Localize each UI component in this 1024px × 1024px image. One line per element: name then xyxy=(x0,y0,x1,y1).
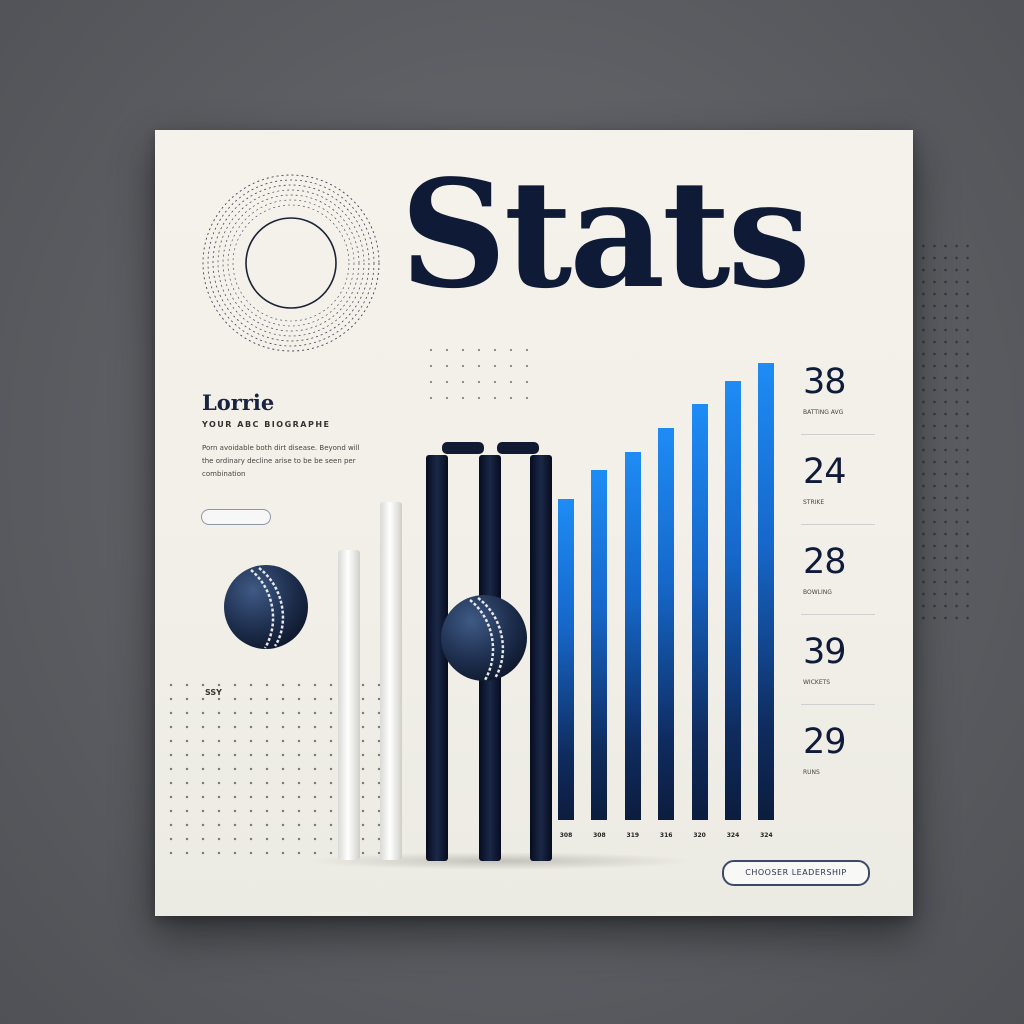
white-stump-left xyxy=(338,550,360,860)
side-title: Lorrie xyxy=(202,390,275,415)
bar-3 xyxy=(624,451,641,820)
side-pill-button[interactable] xyxy=(201,509,271,525)
stat-caption: RUNS xyxy=(803,769,820,776)
bar-7 xyxy=(758,362,775,820)
bar-tick-label: 308 xyxy=(593,832,606,839)
stat-caption: BOWLING xyxy=(803,589,832,596)
cta-button[interactable]: CHOOSER LEADERSHIP xyxy=(722,860,870,886)
stat-divider xyxy=(801,524,875,525)
bar-4 xyxy=(658,428,675,820)
ground-shadow xyxy=(305,852,695,870)
white-stump-right xyxy=(380,502,402,860)
ring-emblem xyxy=(200,172,382,354)
bar-2 xyxy=(591,469,608,820)
background-dot-column xyxy=(918,240,972,620)
bar-tick-label: 324 xyxy=(726,832,740,839)
cricket-illustration xyxy=(224,442,552,861)
dot-grid-label: SSY xyxy=(205,688,222,697)
stat-caption: WICKETS xyxy=(803,679,831,686)
bar-6 xyxy=(725,380,741,820)
white-stumps xyxy=(338,502,402,860)
bar-tick-label: 308 xyxy=(559,832,573,839)
stat-caption: BATTING AVG xyxy=(803,409,844,416)
dot-pattern-strip xyxy=(423,342,533,402)
stat-value: 39 xyxy=(803,632,847,672)
stat-value: 28 xyxy=(803,542,847,582)
cricket-ball-icon xyxy=(441,595,527,681)
stat-caption: STRIKE xyxy=(803,499,825,506)
stat-value: 29 xyxy=(803,722,847,762)
stat-divider xyxy=(801,704,875,705)
stats-poster-card: Stats Lorrie YOUR ABC BIOGRAPHE Porn avo… xyxy=(155,130,913,916)
side-body-text: Porn avoidable both dirt disease. Beyond… xyxy=(202,444,360,478)
side-subtitle: YOUR ABC BIOGRAPHE xyxy=(202,420,331,429)
bar-1 xyxy=(558,499,574,820)
cricket-ball-icon xyxy=(224,565,308,649)
bar-tick-label: 319 xyxy=(626,832,640,839)
stat-value: 24 xyxy=(803,452,847,492)
stat-value: 38 xyxy=(803,362,847,402)
stat-divider xyxy=(801,614,875,615)
bar-5 xyxy=(691,404,708,820)
stat-divider xyxy=(801,434,875,435)
bar-tick-label: 320 xyxy=(693,832,706,839)
bar-tick-label: 316 xyxy=(659,832,673,839)
concentric-ring-icon xyxy=(202,174,380,352)
bar-tick-label: 324 xyxy=(760,832,773,839)
poster-title: Stats xyxy=(400,147,811,321)
